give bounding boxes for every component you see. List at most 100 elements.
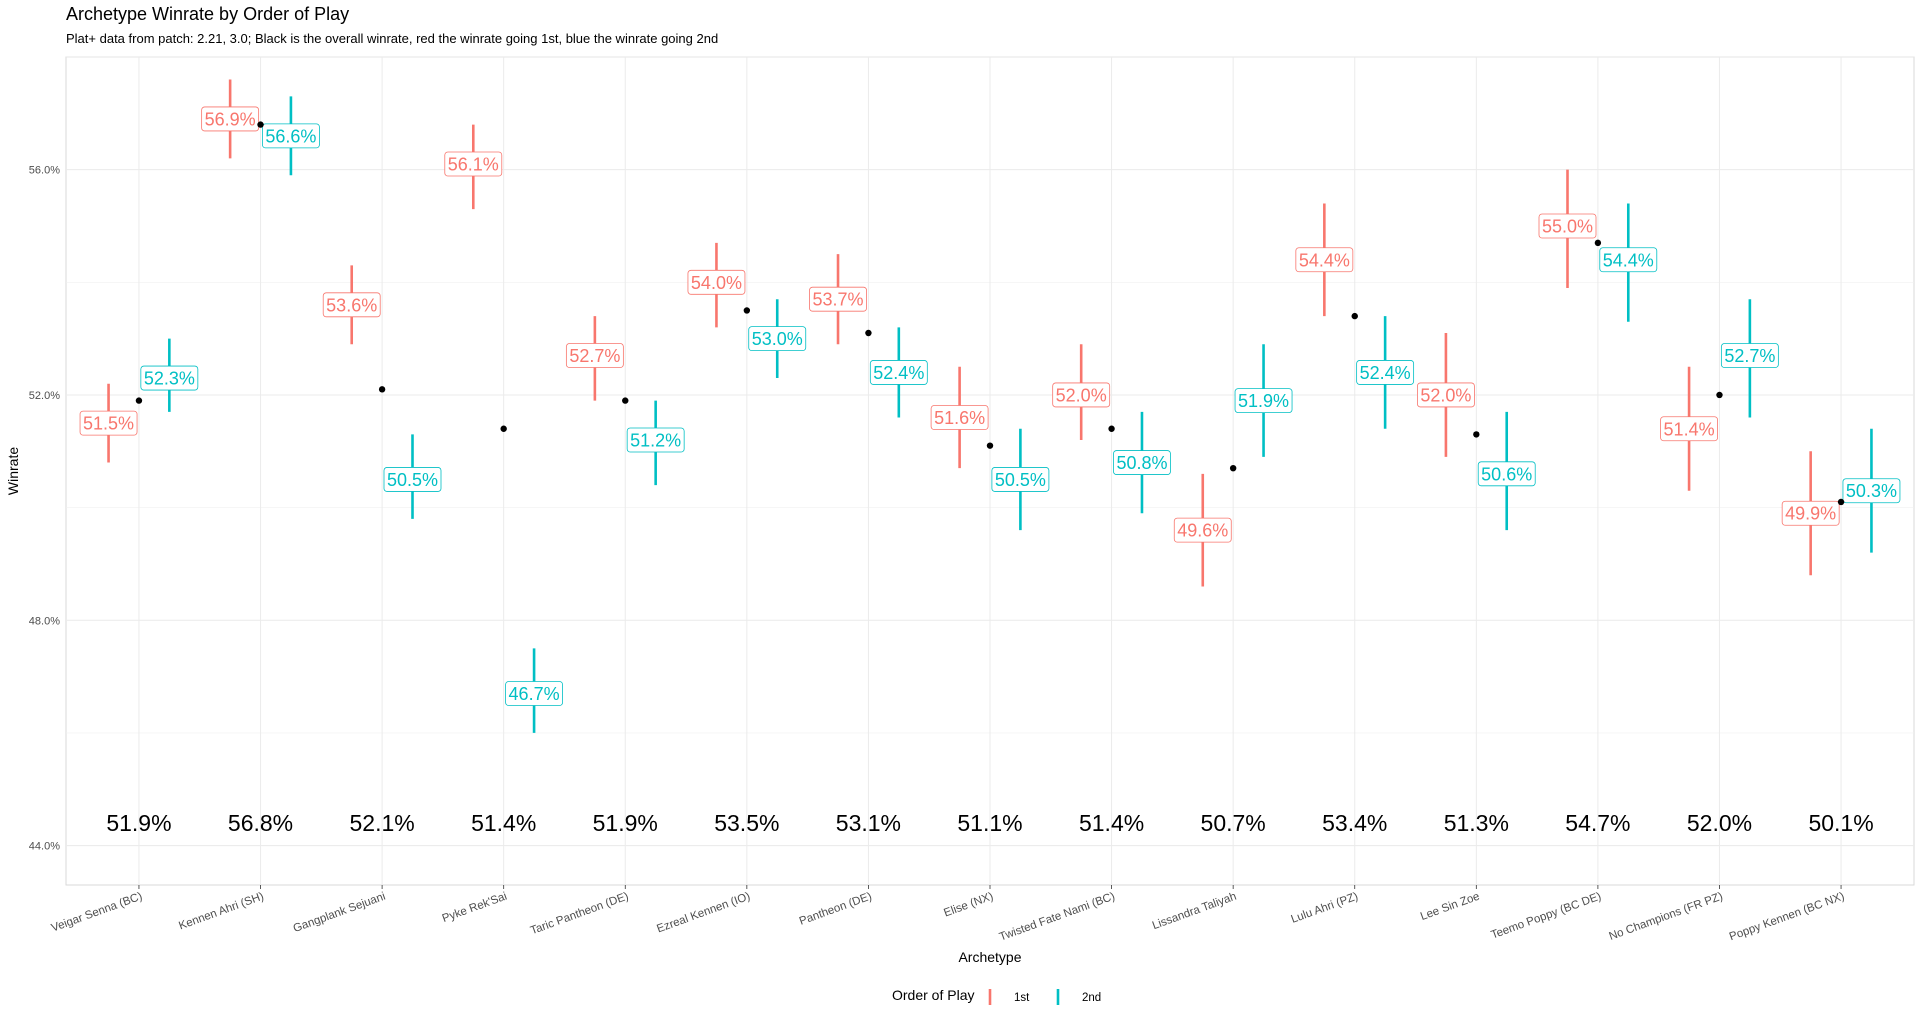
overall-point (135, 397, 143, 404)
x-axis-label: Archetype (958, 949, 1021, 965)
label-1st: 51.4% (1664, 419, 1715, 439)
label-1st-box (930, 405, 989, 430)
label-2nd: 50.5% (995, 470, 1046, 490)
label-2nd-box (1356, 360, 1415, 385)
overall-winrate-label: 51.9% (593, 810, 658, 836)
overall-winrate-label: 51.9% (106, 810, 171, 836)
overall-point (378, 386, 386, 393)
label-2nd: 52.7% (1724, 346, 1775, 366)
chart-title: Archetype Winrate by Order of Play (66, 4, 349, 24)
legend-title: Order of Play (892, 987, 974, 1003)
overall-winrate-label: 51.4% (471, 810, 536, 836)
overall-winrate-label: 50.7% (1201, 810, 1266, 836)
x-tick-label: Poppy Kennen (BC NX) (1728, 890, 1846, 943)
label-1st: 52.7% (569, 346, 620, 366)
label-2nd: 50.8% (1116, 453, 1167, 473)
overall-winrate-label: 54.7% (1565, 810, 1630, 836)
label-1st: 52.0% (1420, 385, 1471, 405)
x-tick-label: Teemo Poppy (BC DE) (1490, 890, 1604, 941)
label-1st: 54.0% (691, 273, 742, 293)
overall-point (500, 425, 507, 432)
overall-point (622, 397, 629, 404)
label-1st: 53.7% (813, 290, 864, 310)
label-2nd-box (1477, 461, 1536, 487)
overall-winrate-label: 53.1% (836, 810, 901, 836)
label-2nd: 51.2% (630, 431, 681, 451)
x-tick-label: Pantheon (DE) (798, 890, 874, 927)
x-tick-label: Elise (NX) (942, 890, 995, 919)
y-tick-label: 56.0% (29, 165, 60, 177)
y-tick-label: 44.0% (29, 841, 60, 853)
label-1st: 52.0% (1056, 385, 1107, 405)
label-1st-box (1660, 416, 1718, 442)
overall-winrate-label: 51.1% (957, 810, 1022, 836)
label-2nd-box (140, 365, 199, 391)
overall-winrate-label: 53.4% (1322, 810, 1387, 836)
label-2nd-box (262, 123, 320, 149)
legend-label-1st: 1st (1014, 992, 1030, 1004)
label-1st: 51.5% (83, 414, 134, 434)
label-1st: 55.0% (1542, 216, 1593, 236)
overall-winrate-label: 51.3% (1444, 810, 1509, 836)
overall-point (1108, 425, 1115, 432)
x-tick-label: Lee Sin Zoe (1419, 891, 1481, 923)
chart-subtitle: Plat+ data from patch: 2.21, 3.0; Black … (66, 31, 718, 46)
label-2nd-box (505, 681, 563, 706)
label-1st: 53.6% (326, 295, 377, 315)
label-1st-box (565, 343, 624, 368)
label-2nd-box (1113, 450, 1171, 475)
legend: Order of Play 1st 2nd (892, 987, 1101, 1005)
label-2nd-box (383, 467, 442, 492)
label-1st-box (201, 106, 260, 132)
grid-lines (66, 56, 1914, 885)
label-1st: 49.9% (1785, 504, 1836, 524)
label-1st-box (687, 269, 746, 295)
label-2nd-box (869, 360, 928, 385)
label-1st-box (1173, 517, 1232, 543)
label-2nd: 52.4% (1360, 363, 1411, 383)
label-1st-box (322, 292, 381, 318)
overall-point (1229, 464, 1237, 472)
label-2nd-box (1842, 478, 1901, 504)
overall-point (257, 121, 264, 128)
label-2nd-box (1599, 247, 1658, 273)
label-2nd: 46.7% (509, 684, 560, 704)
label-2nd: 50.6% (1481, 464, 1532, 484)
label-2nd-box (1234, 388, 1293, 413)
overall-point (1837, 498, 1845, 506)
overall-point (1351, 312, 1358, 320)
y-axis-label: Winrate (5, 447, 21, 495)
label-2nd-box (626, 427, 685, 453)
label-1st: 51.6% (934, 408, 985, 428)
label-2nd: 50.3% (1846, 481, 1897, 501)
x-tick-label: Lulu Ahri (PZ) (1290, 890, 1360, 925)
label-1st: 49.6% (1177, 521, 1228, 541)
label-2nd: 54.4% (1603, 250, 1654, 270)
x-tick-label: Gangplank Sejuani (292, 891, 387, 936)
x-axis-ticks: Veigar Senna (BC) Kennen Ahri (SH) Gangpla… (50, 885, 1846, 944)
overall-winrate-label: 56.8% (228, 810, 293, 836)
label-2nd: 50.5% (387, 470, 438, 490)
label-2nd-box (991, 467, 1050, 492)
overall-point (1594, 239, 1602, 247)
label-2nd: 53.0% (752, 329, 803, 349)
legend-label-2nd: 2nd (1082, 992, 1101, 1004)
x-tick-label: Veigar Senna (BC) (50, 890, 144, 934)
overall-winrate-label: 51.4% (1079, 810, 1144, 836)
label-2nd-box (748, 326, 807, 352)
overall-point (743, 307, 751, 314)
y-tick-label: 52.0% (29, 390, 60, 402)
label-1st-box (1295, 247, 1354, 273)
label-1st-box (444, 151, 503, 177)
overall-point (986, 442, 994, 449)
label-2nd: 56.6% (265, 126, 316, 146)
y-axis-ticks: 44.0% 48.0% 52.0% 56.0% (29, 165, 60, 853)
x-tick-label: No Champions (FR PZ) (1608, 890, 1725, 942)
label-1st-box (1781, 500, 1840, 526)
label-2nd-box (1720, 343, 1779, 368)
overall-winrate-label: 50.1% (1808, 810, 1873, 836)
label-1st-box (1538, 213, 1597, 239)
x-tick-label: Lissandra Taliyah (1151, 891, 1238, 933)
